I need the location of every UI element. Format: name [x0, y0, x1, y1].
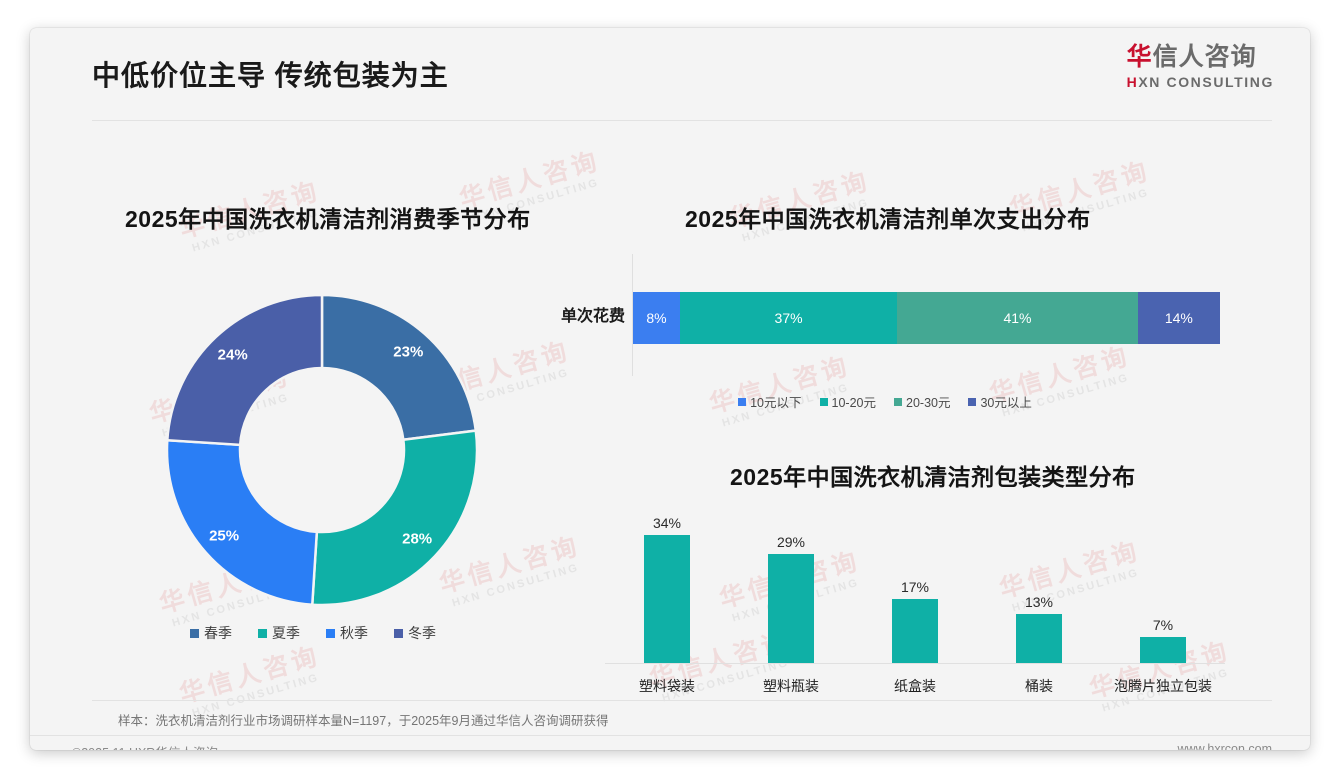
brand-logo: 华信人咨询 HXN CONSULTING	[1126, 43, 1274, 91]
stacked-chart-title: 2025年中国洗衣机清洁剂单次支出分布	[685, 206, 1091, 232]
column-category-label: 泡腾片独立包装	[1114, 678, 1212, 694]
column-category-label: 塑料袋装	[639, 678, 695, 694]
column-bar-item[interactable]: 29%	[729, 513, 853, 663]
legend-label: 10元以下	[750, 396, 802, 410]
column-value-label: 17%	[900, 579, 930, 595]
legend-label: 冬季	[408, 625, 436, 641]
footer-copyright: ©2025.11 HXR华信人咨询	[72, 742, 218, 750]
legend-item[interactable]: 10-20元	[819, 392, 876, 411]
stacked-bar-chart: 单次花费 8% 37% 41% 14%	[530, 250, 1240, 378]
legend-item[interactable]: 夏季	[258, 623, 300, 643]
slide-card: 华信人咨询 HXN CONSULTING 华信人咨询 HXN CONSULTING 华信…	[30, 28, 1310, 750]
legend-label: 20-30元	[906, 396, 951, 410]
donut-slice-label: 25%	[209, 527, 240, 545]
logo-english: HXN CONSULTING	[1127, 73, 1274, 91]
legend-swatch-icon	[394, 628, 403, 638]
column-baseline	[605, 663, 1225, 664]
legend-item[interactable]: 秋季	[326, 623, 368, 643]
footer-website: www.hxrcon.com	[1177, 742, 1272, 750]
stacked-row-label: 单次花费	[560, 308, 625, 325]
column-chart-title: 2025年中国洗衣机清洁剂包装类型分布	[730, 464, 1136, 490]
column-bars: 34% 29% 17% 13% 7%	[605, 513, 1225, 663]
legend-item[interactable]: 冬季	[394, 623, 436, 643]
logo-chinese-rest: 信人咨询	[1152, 43, 1257, 71]
donut-slice-label: 24%	[217, 346, 248, 364]
legend-swatch-icon	[819, 397, 828, 406]
footer-divider	[30, 735, 1310, 736]
logo-english-accent: H	[1126, 73, 1139, 90]
legend-item[interactable]: 春季	[190, 623, 232, 643]
column-value-label: 34%	[652, 515, 682, 531]
legend-label: 春季	[204, 625, 232, 641]
legend-swatch-icon	[968, 397, 977, 406]
column-bar[interactable]	[1016, 614, 1062, 663]
legend-item[interactable]: 30元以上	[968, 392, 1032, 411]
column-value-label: 29%	[776, 534, 806, 550]
legend-swatch-icon	[894, 397, 902, 406]
stacked-segment[interactable]: 8%	[633, 292, 680, 344]
donut-slice-label: 23%	[393, 343, 424, 361]
donut-slice-label: 28%	[402, 530, 433, 548]
donut-legend: 春季 夏季 秋季 冬季	[190, 623, 436, 643]
column-value-label: 7%	[1152, 617, 1174, 633]
header-divider	[92, 120, 1272, 121]
stacked-bar-track: 8% 37% 41% 14%	[633, 292, 1220, 344]
column-bar-chart: 34% 29% 17% 13% 7% 塑料袋装 塑料瓶装 纸盒装 桶装 泡腾片独立包装	[575, 506, 1240, 706]
legend-label: 10-20元	[831, 396, 876, 410]
column-value-label: 13%	[1024, 594, 1054, 610]
column-bar[interactable]	[644, 535, 690, 663]
column-category-labels: 塑料袋装 塑料瓶装 纸盒装 桶装 泡腾片独立包装	[605, 676, 1225, 696]
donut-slice[interactable]	[310, 429, 479, 607]
column-bar-item[interactable]: 34%	[605, 513, 729, 663]
page-title: 中低价位主导 传统包装为主	[92, 60, 449, 91]
column-bar[interactable]	[768, 554, 814, 663]
stacked-bar-legend: 10元以下 10-20元 20-30元 30元以上	[530, 392, 1240, 411]
logo-english-rest: XN CONSULTING	[1138, 73, 1274, 90]
donut-slice[interactable]	[165, 438, 319, 607]
legend-swatch-icon	[258, 628, 267, 638]
legend-label: 30元以上	[980, 396, 1032, 410]
stacked-segment[interactable]: 41%	[897, 292, 1138, 344]
legend-label: 夏季	[272, 625, 300, 641]
column-bar[interactable]	[1140, 637, 1186, 663]
legend-label: 秋季	[340, 625, 368, 641]
column-category-label: 桶装	[1025, 678, 1053, 694]
legend-item[interactable]: 10元以下	[738, 392, 802, 411]
legend-swatch-icon	[738, 397, 747, 406]
logo-chinese-accent: 华	[1126, 43, 1153, 71]
donut-svg	[165, 293, 479, 607]
slide-header: 中低价位主导 传统包装为主 华信人咨询 HXN CONSULTING	[30, 28, 1310, 120]
column-bar[interactable]	[892, 599, 938, 663]
note-divider	[92, 700, 1272, 701]
column-category-label: 塑料瓶装	[763, 678, 819, 694]
column-bar-item[interactable]: 7%	[1101, 513, 1225, 663]
column-bar-item[interactable]: 13%	[977, 513, 1101, 663]
legend-swatch-icon	[190, 628, 199, 638]
sample-note: 样本：洗衣机清洁剂行业市场调研样本量N=1197，于2025年9月通过华信人咨询…	[118, 714, 609, 728]
legend-item[interactable]: 20-30元	[894, 392, 950, 411]
donut-chart-title: 2025年中国洗衣机清洁剂消费季节分布	[125, 206, 531, 232]
stacked-segment[interactable]: 37%	[679, 292, 898, 344]
watermark-chinese: 华信人咨询	[176, 641, 324, 709]
stacked-axis-line	[632, 254, 633, 376]
logo-chinese: 华信人咨询	[1126, 43, 1274, 72]
column-category-label: 纸盒装	[894, 678, 936, 694]
column-bar-item[interactable]: 17%	[853, 513, 977, 663]
legend-swatch-icon	[326, 628, 335, 638]
donut-chart: 23% 28% 25% 24%	[162, 290, 482, 610]
donut-slice[interactable]	[320, 293, 478, 442]
stacked-segment[interactable]: 14%	[1137, 292, 1220, 344]
donut-slice[interactable]	[165, 293, 324, 447]
